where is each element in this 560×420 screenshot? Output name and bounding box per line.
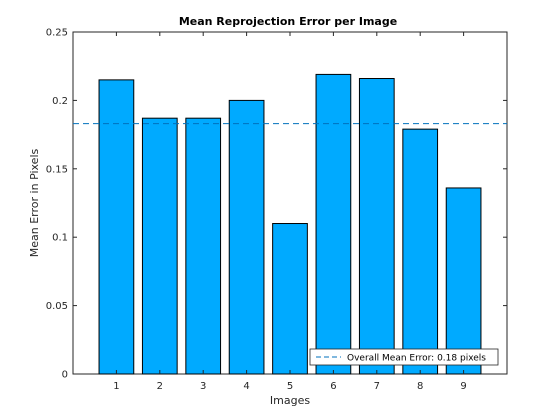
bar-image-9 [445, 187, 482, 375]
legend-label: Overall Mean Error: 0.18 pixels [347, 354, 486, 364]
bar-image-4 [228, 99, 265, 375]
x-tick-label: 2 [157, 381, 163, 392]
legend-box [309, 348, 499, 366]
y-tick-label: 0.25 [46, 28, 68, 39]
bar-image-5 [272, 223, 308, 375]
x-axis-label: Images [270, 394, 310, 407]
x-tick-label: 3 [200, 381, 206, 392]
x-tick-label: 7 [374, 381, 380, 392]
bar-image-1 [98, 79, 135, 375]
x-tick-label: 4 [243, 381, 249, 392]
bar-image-7 [358, 78, 395, 375]
x-tick-label: 5 [287, 381, 293, 392]
y-tick-label: 0.1 [52, 233, 68, 244]
x-tick-label: 8 [417, 381, 423, 392]
y-tick-label: 0 [62, 370, 68, 381]
bar-image-3 [185, 117, 222, 375]
y-tick-label: 0.05 [46, 301, 68, 312]
x-tick-label: 1 [113, 381, 119, 392]
x-tick-label: 9 [460, 381, 466, 392]
y-axis-label: Mean Error in Pixels [28, 148, 41, 257]
chart-title: Mean Reprojection Error per Image [179, 15, 397, 28]
legend: Overall Mean Error: 0.18 pixels [309, 348, 499, 366]
bar-image-6 [315, 73, 352, 375]
y-tick-label: 0.2 [52, 96, 68, 107]
bar-image-2 [141, 117, 178, 375]
x-tick-label: 6 [330, 381, 336, 392]
y-tick-label: 0.15 [46, 164, 68, 175]
bar-image-8 [402, 128, 439, 375]
